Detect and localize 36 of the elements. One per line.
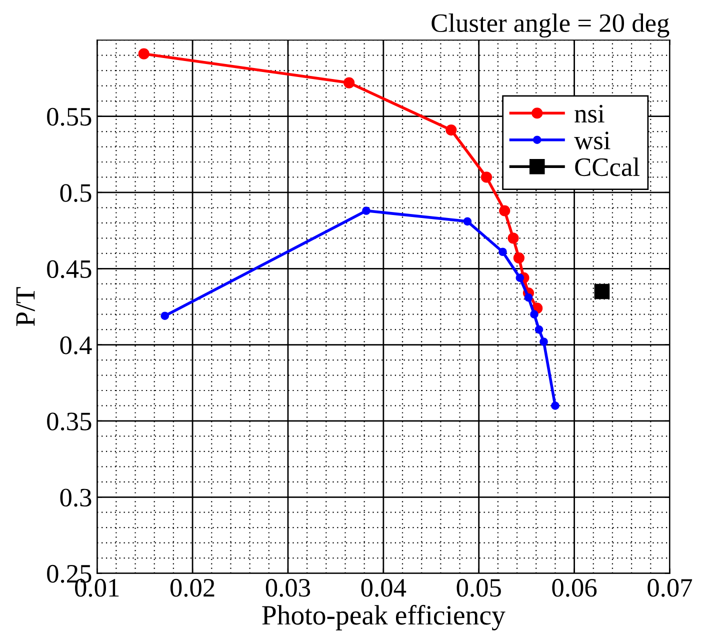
x-tick-label: 0.03	[266, 578, 310, 597]
x-tick-label: 0.05	[456, 578, 501, 597]
chart-title: Cluster angle = 20 deg	[432, 13, 670, 38]
x-axis-title: Photo-peak efficiency	[262, 604, 506, 630]
point	[138, 48, 150, 60]
legend-label: CCcal	[575, 158, 640, 176]
legend-label: nsi	[574, 104, 604, 123]
y-tick-label: 0.4	[60, 336, 92, 354]
y-tick-label: 0.55	[47, 108, 92, 126]
x-tick-label: 0.04	[361, 578, 406, 597]
y-tick-label: 0.3	[60, 488, 92, 507]
point	[516, 274, 524, 282]
y-tick-label: 0.5	[60, 184, 92, 202]
point	[540, 338, 548, 346]
point	[530, 310, 538, 318]
y-tick-label: 0.45	[47, 260, 92, 278]
point	[446, 124, 457, 136]
point	[362, 206, 370, 215]
y-axis-title: P/T	[16, 287, 35, 326]
x-tick-label: 0.02	[170, 578, 214, 597]
legend-label: wsi	[574, 132, 610, 150]
point	[480, 172, 492, 183]
point	[513, 252, 524, 264]
x-tick-label: 0.06	[552, 578, 597, 597]
point	[498, 248, 507, 256]
point	[463, 217, 472, 226]
point	[499, 205, 510, 216]
point	[160, 312, 170, 320]
point	[551, 402, 560, 410]
point	[534, 325, 544, 334]
point	[524, 293, 533, 302]
point	[508, 232, 519, 244]
point	[594, 284, 610, 300]
point	[344, 77, 355, 88]
x-tick-label: 0.07	[648, 578, 692, 597]
y-tick-label: 0.35	[47, 412, 92, 430]
